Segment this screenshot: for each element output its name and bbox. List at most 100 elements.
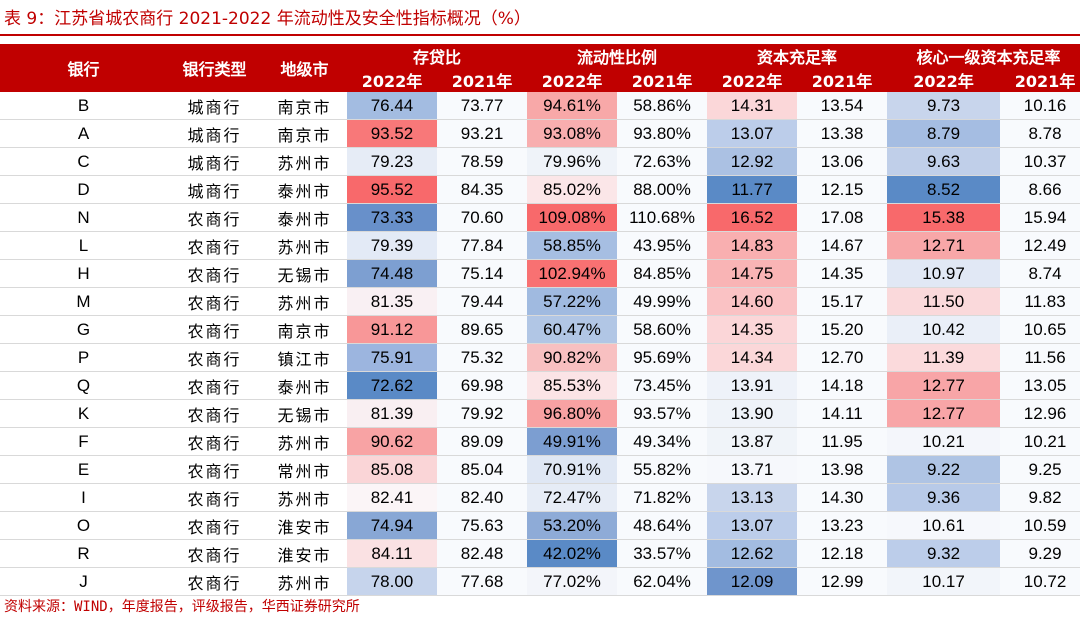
header-year: 2022年 — [347, 68, 437, 92]
metric-value-cell: 10.59 — [1000, 511, 1080, 540]
metric-value-cell: 75.63 — [437, 511, 528, 540]
city-cell: 南京市 — [262, 315, 347, 344]
metric-value-cell: 84.11 — [347, 539, 437, 568]
metric-value-cell: 14.75 — [707, 259, 798, 288]
metric-value-cell: 13.90 — [707, 399, 798, 428]
metric-value-cell: 9.25 — [1000, 455, 1080, 484]
header-year: 2021年 — [1000, 68, 1080, 92]
metric-value-cell: 96.80% — [527, 399, 618, 428]
bank-name-cell: D — [0, 175, 167, 204]
bank-type-cell: 农商行 — [167, 511, 262, 540]
metric-value-cell: 82.40 — [437, 483, 528, 512]
city-cell: 南京市 — [262, 92, 347, 120]
metric-value-cell: 78.59 — [437, 147, 528, 176]
metric-value-cell: 79.44 — [437, 287, 528, 316]
table-row: J 农商行 苏州市 78.00 77.68 77.02% 62.04% 12.09 12.99 1… — [0, 567, 1080, 596]
bank-type-cell: 城商行 — [167, 92, 262, 120]
city-cell: 泰州市 — [262, 203, 347, 232]
bank-type-cell: 农商行 — [167, 371, 262, 400]
metric-value-cell: 79.23 — [347, 147, 437, 176]
metric-value-cell: 95.69% — [617, 343, 708, 372]
metric-value-cell: 93.52 — [347, 119, 437, 148]
bank-name-cell: A — [0, 119, 167, 148]
metric-value-cell: 82.41 — [347, 483, 437, 512]
metric-value-cell: 88.00% — [617, 175, 708, 204]
metric-value-cell: 77.84 — [437, 231, 528, 260]
metric-value-cell: 85.04 — [437, 455, 528, 484]
metric-value-cell: 14.11 — [797, 399, 888, 428]
metric-value-cell: 90.62 — [347, 427, 437, 456]
metric-value-cell: 8.66 — [1000, 175, 1080, 204]
city-cell: 苏州市 — [262, 483, 347, 512]
bank-name-cell: C — [0, 147, 167, 176]
bank-name-cell: H — [0, 259, 167, 288]
table-row: K 农商行 无锡市 81.39 79.92 96.80% 93.57% 13.90 14.11 1… — [0, 399, 1080, 428]
metric-value-cell: 11.83 — [1000, 287, 1080, 316]
header-year: 2021年 — [617, 68, 708, 92]
metric-value-cell: 14.31 — [707, 92, 798, 120]
metric-value-cell: 8.78 — [1000, 119, 1080, 148]
metric-value-cell: 13.05 — [1000, 371, 1080, 400]
bank-type-cell: 农商行 — [167, 539, 262, 568]
bank-name-cell: F — [0, 427, 167, 456]
table-row: M 农商行 苏州市 81.35 79.44 57.22% 49.99% 14.60 15.17 1… — [0, 287, 1080, 316]
metric-value-cell: 109.08% — [527, 203, 618, 232]
table-row: I 农商行 苏州市 82.41 82.40 72.47% 71.82% 13.13 14.30 9… — [0, 483, 1080, 512]
metric-value-cell: 73.45% — [617, 371, 708, 400]
metric-value-cell: 95.52 — [347, 175, 437, 204]
metric-value-cell: 77.68 — [437, 567, 528, 596]
metric-value-cell: 14.35 — [797, 259, 888, 288]
header-core-tier1-ratio: 核心一级资本充足率 — [887, 44, 1080, 68]
bank-type-cell: 城商行 — [167, 175, 262, 204]
metric-value-cell: 81.35 — [347, 287, 437, 316]
city-cell: 苏州市 — [262, 567, 347, 596]
bank-name-cell: G — [0, 315, 167, 344]
metric-value-cell: 13.07 — [707, 511, 798, 540]
bank-type-cell: 农商行 — [167, 231, 262, 260]
metric-value-cell: 91.12 — [347, 315, 437, 344]
city-cell: 泰州市 — [262, 371, 347, 400]
bank-name-cell: B — [0, 92, 167, 120]
metric-value-cell: 74.94 — [347, 511, 437, 540]
metric-value-cell: 12.96 — [1000, 399, 1080, 428]
metric-value-cell: 94.61% — [527, 92, 618, 120]
header-city: 地级市 — [262, 44, 347, 92]
metric-value-cell: 93.08% — [527, 119, 618, 148]
metric-value-cell: 89.65 — [437, 315, 528, 344]
table-row: G 农商行 南京市 91.12 89.65 60.47% 58.60% 14.35 15.20 1… — [0, 315, 1080, 344]
metric-value-cell: 58.86% — [617, 92, 708, 120]
metric-value-cell: 71.82% — [617, 483, 708, 512]
city-cell: 苏州市 — [262, 427, 347, 456]
metric-value-cell: 70.91% — [527, 455, 618, 484]
metric-value-cell: 8.74 — [1000, 259, 1080, 288]
metric-value-cell: 13.98 — [797, 455, 888, 484]
table-row: A 城商行 南京市 93.52 93.21 93.08% 93.80% 13.07 13.38 8… — [0, 119, 1080, 148]
metric-value-cell: 62.04% — [617, 567, 708, 596]
metric-value-cell: 17.08 — [797, 203, 888, 232]
metric-value-cell: 110.68% — [617, 203, 708, 232]
metric-value-cell: 13.71 — [707, 455, 798, 484]
metric-value-cell: 11.77 — [707, 175, 798, 204]
city-cell: 镇江市 — [262, 343, 347, 372]
metric-value-cell: 14.83 — [707, 231, 798, 260]
header-liquidity-ratio: 流动性比例 — [527, 44, 708, 68]
metric-value-cell: 79.39 — [347, 231, 437, 260]
bank-name-cell: K — [0, 399, 167, 428]
bank-name-cell: P — [0, 343, 167, 372]
metric-value-cell: 12.77 — [887, 399, 1001, 428]
table-row: Q 农商行 泰州市 72.62 69.98 85.53% 73.45% 13.91 14.18 1… — [0, 371, 1080, 400]
metric-value-cell: 15.20 — [797, 315, 888, 344]
bank-type-cell: 农商行 — [167, 455, 262, 484]
city-cell: 南京市 — [262, 119, 347, 148]
metric-value-cell: 60.47% — [527, 315, 618, 344]
table-row: N 农商行 泰州市 73.33 70.60 109.08% 110.68% 16.52 17.0… — [0, 203, 1080, 232]
header-year: 2022年 — [527, 68, 618, 92]
bank-name-cell: Q — [0, 371, 167, 400]
city-cell: 无锡市 — [262, 259, 347, 288]
metric-value-cell: 76.44 — [347, 92, 437, 120]
metric-value-cell: 12.09 — [707, 567, 798, 596]
metric-value-cell: 55.82% — [617, 455, 708, 484]
header-row-years: 2022年 2021年 2022年 2021年 2022年 2021年 2022… — [0, 68, 1080, 92]
metric-value-cell: 13.54 — [797, 92, 888, 120]
bank-type-cell: 农商行 — [167, 259, 262, 288]
